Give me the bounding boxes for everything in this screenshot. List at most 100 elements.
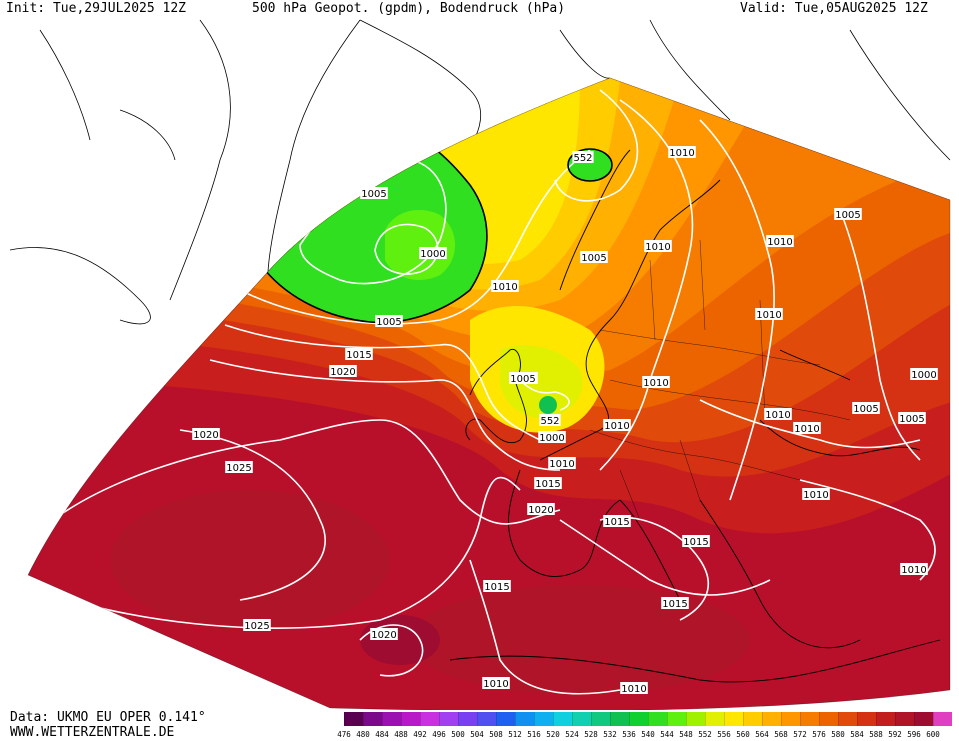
isobar-label-bg — [548, 457, 576, 469]
legend-swatch — [724, 712, 743, 726]
isobar-label-bg — [483, 580, 511, 592]
isobar-label: 1010 — [794, 424, 819, 435]
legend-swatch — [610, 712, 629, 726]
map-title: 500 hPa Geopot. (gpdm), Bodendruck (hPa) — [252, 1, 566, 16]
isobar-label: 552 — [573, 153, 592, 164]
isobar-label-bg — [375, 315, 403, 327]
isobar-label-bg — [898, 412, 926, 424]
footer: Data: UKMO EU OPER 0.141° WWW.WETTERZENT… — [0, 710, 959, 741]
isobar-label-bg — [534, 477, 562, 489]
legend-swatch — [629, 712, 648, 726]
isobar-label-bg — [539, 414, 561, 426]
legend-tick-label: 584 — [850, 730, 864, 739]
legend-swatch — [838, 712, 857, 726]
legend-swatch — [667, 712, 686, 726]
isobar-label-bg — [192, 428, 220, 440]
legend-swatch — [534, 712, 553, 726]
legend-swatch — [439, 712, 458, 726]
isobar-label: 1010 — [483, 679, 508, 690]
isobar-label-bg — [852, 402, 880, 414]
isobar-label-bg — [345, 348, 373, 360]
legend-swatch — [515, 712, 534, 726]
legend-swatch — [933, 712, 952, 726]
isobar-label-bg — [766, 235, 794, 247]
legend-swatch — [762, 712, 781, 726]
isobar-label-bg — [603, 515, 631, 527]
legend-swatch — [914, 712, 933, 726]
legend-swatch — [819, 712, 838, 726]
init-time: Init: Tue,29JUL2025 12Z — [6, 1, 187, 16]
legend-tick-label: 548 — [679, 730, 693, 739]
legend-tick-label: 512 — [508, 730, 522, 739]
isobar-label: 1005 — [835, 210, 860, 221]
header-bar: Init: Tue,29JUL2025 12Z 500 hPa Geopot. … — [0, 0, 959, 18]
isobar-label-bg — [370, 628, 398, 640]
legend-swatch — [591, 712, 610, 726]
legend-swatch — [781, 712, 800, 726]
isobar-label-bg — [793, 422, 821, 434]
legend-swatches — [344, 712, 952, 726]
isobar-label-bg — [834, 208, 862, 220]
legend-tick-label: 544 — [660, 730, 674, 739]
isobar-label: 1005 — [899, 414, 924, 425]
isobar-label-bg — [329, 365, 357, 377]
isobar-label-bg — [764, 408, 792, 420]
isobar-label: 1010 — [767, 237, 792, 248]
isobar-label: 1025 — [226, 463, 251, 474]
legend-tick-label: 536 — [622, 730, 636, 739]
legend-swatch — [743, 712, 762, 726]
legend-swatch — [458, 712, 477, 726]
isobar-label-bg — [419, 247, 447, 259]
isobar-label: 1010 — [756, 310, 781, 321]
legend-tick-label: 476 — [337, 730, 351, 739]
legend-tick-label: 524 — [565, 730, 579, 739]
legend-tick-label: 556 — [717, 730, 731, 739]
isobars — [39, 89, 936, 695]
weather-map: 1005 1000 1005 1010 1015 1020 1020 1025 1025 1020… — [9, 19, 951, 710]
isobar-label-bg — [910, 368, 938, 380]
isobar-label-bg — [802, 488, 830, 500]
legend-tick-label: 504 — [470, 730, 484, 739]
isobar-label: 1015 — [535, 479, 560, 490]
isobar-label-bg — [603, 419, 631, 431]
isobar-label: 1015 — [683, 537, 708, 548]
isobar-labels: 1005 1000 1005 1010 1015 1020 1020 1025 1025 1020… — [192, 146, 938, 695]
isobar-label: 1005 — [581, 253, 606, 264]
isobar-label: 1015 — [346, 350, 371, 361]
isobar-label: 1000 — [539, 433, 564, 444]
isobar-label: 1005 — [361, 189, 386, 200]
legend-swatch — [705, 712, 724, 726]
isobar-label-bg — [620, 682, 648, 694]
legend-tick-label: 560 — [736, 730, 750, 739]
legend-tick-label: 516 — [527, 730, 541, 739]
isobar-label-bg — [225, 461, 253, 473]
legend-tick-label: 520 — [546, 730, 560, 739]
isobar-label-bg — [538, 431, 566, 443]
legend-tick-label: 572 — [793, 730, 807, 739]
legend-tick-label: 480 — [356, 730, 370, 739]
legend-swatch — [344, 712, 363, 726]
legend-swatch — [648, 712, 667, 726]
isobar-label: 1020 — [193, 430, 218, 441]
legend-swatch — [572, 712, 591, 726]
data-source: Data: UKMO EU OPER 0.141° — [10, 710, 206, 725]
isobar-label: 1015 — [662, 599, 687, 610]
isobar-label-bg — [682, 535, 710, 547]
isobar-label-bg — [668, 146, 696, 158]
legend-tick-label: 496 — [432, 730, 446, 739]
isobar-label: 1010 — [669, 148, 694, 159]
legend-tick-label: 528 — [584, 730, 598, 739]
isobar-label: 1020 — [528, 505, 553, 516]
isobar-label: 1010 — [621, 684, 646, 695]
isobar-label-bg — [580, 251, 608, 263]
isobar-label: 1010 — [765, 410, 790, 421]
isobar-label: 552 — [540, 416, 559, 427]
isobar-label: 1015 — [604, 517, 629, 528]
isobar-label-bg — [491, 280, 519, 292]
legend-ticks: 476 480 484 488 492 496 500 504 508 512 516 520 524 5… — [334, 730, 958, 740]
legend-tick-label: 532 — [603, 730, 617, 739]
isobar-label-bg — [243, 619, 271, 631]
legend-tick-label: 488 — [394, 730, 408, 739]
isobar-label: 1025 — [244, 621, 269, 632]
isobar-label: 1010 — [901, 565, 926, 576]
